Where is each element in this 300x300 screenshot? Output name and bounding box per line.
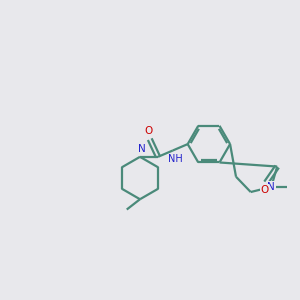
Text: NH: NH [168,154,183,164]
Text: O: O [144,126,152,136]
Text: N: N [267,182,275,192]
Text: N: N [138,145,145,154]
Text: O: O [260,185,268,195]
